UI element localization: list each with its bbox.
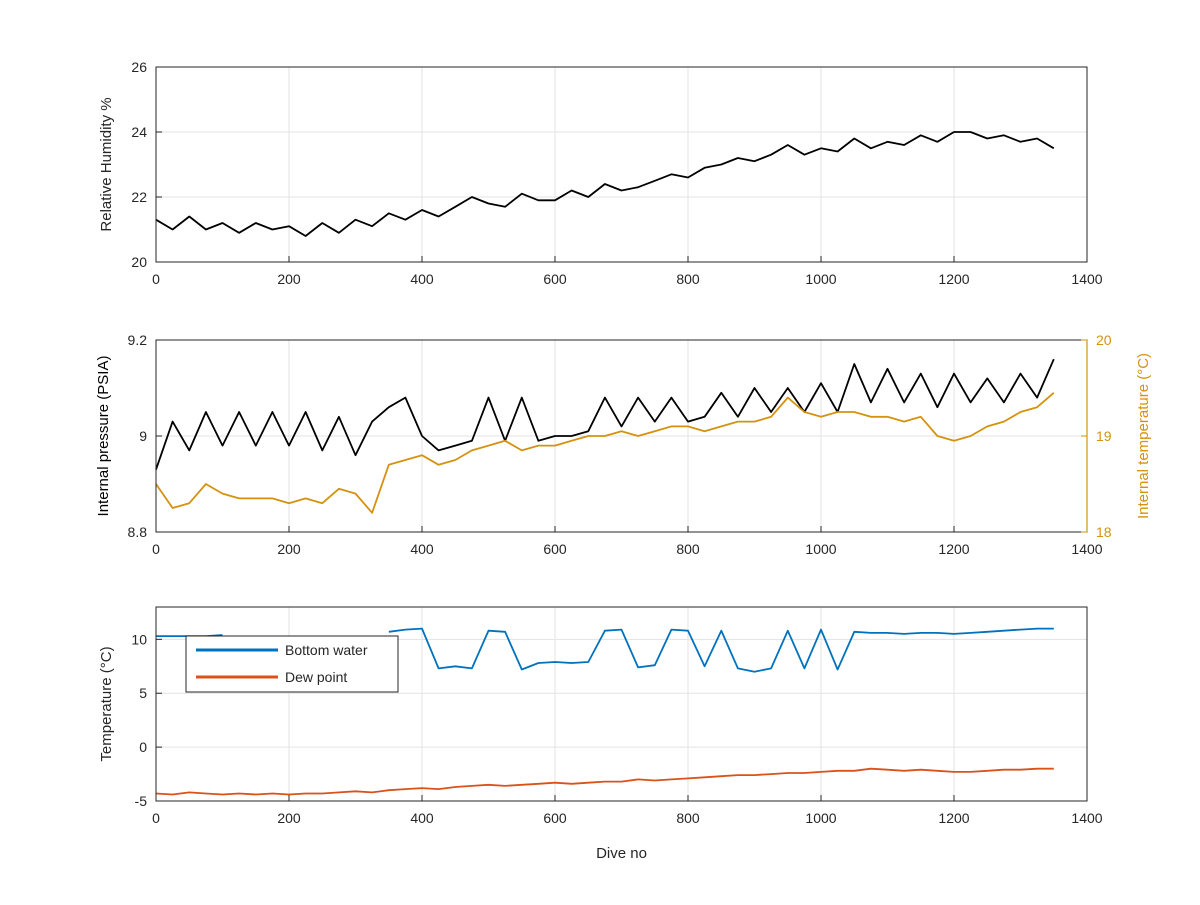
x-tick-label: 800 bbox=[676, 810, 700, 826]
subplot-1: 0 200 400 600 800 1000 1200 1400 20 22 24 26 Relativ… bbox=[98, 59, 1103, 287]
axes-frame bbox=[155, 606, 1088, 802]
x-tick-label: 400 bbox=[410, 271, 434, 287]
y-right-axis-label: Internal temperature (°C) bbox=[1135, 353, 1152, 519]
y-axis-label: Relative Humidity % bbox=[98, 97, 115, 231]
y-right-tick-label: 20 bbox=[1096, 332, 1112, 348]
x-tick-label: 1000 bbox=[805, 541, 836, 557]
y-tick-label: 22 bbox=[131, 189, 147, 205]
x-tick-label: 1200 bbox=[938, 810, 969, 826]
y-axis-label: Temperature (°C) bbox=[98, 646, 115, 761]
y-tick-label: 5 bbox=[139, 685, 147, 701]
axes-frame bbox=[155, 66, 1088, 263]
x-tick-label: 600 bbox=[543, 810, 567, 826]
y-tick-label: 8.8 bbox=[128, 524, 148, 540]
x-tick-label: 1200 bbox=[938, 541, 969, 557]
series-line-dew-point bbox=[155, 767, 1054, 796]
x-tick-label: 0 bbox=[152, 541, 160, 557]
subplot-3: 0 200 400 600 800 1000 1200 1400-50510Temperatu… bbox=[98, 606, 1103, 862]
legend-box bbox=[185, 635, 399, 693]
x-tick-label: 1400 bbox=[1071, 271, 1102, 287]
subplot-2: 0 200 400 600 800 1000 1200 1400 8.8 9 9.2 Internal… bbox=[95, 332, 1152, 557]
x-tick-label: 200 bbox=[277, 271, 301, 287]
x-tick-label: 200 bbox=[277, 541, 301, 557]
legend-label: Bottom water bbox=[285, 642, 368, 658]
y-tick-label: -5 bbox=[135, 793, 148, 809]
legend: Bottom water Dew point bbox=[185, 635, 399, 693]
y-tick-label: 9 bbox=[139, 428, 147, 444]
x-tick-label: 600 bbox=[543, 271, 567, 287]
x-axis-label: Dive no bbox=[596, 845, 647, 862]
y-tick-label: 26 bbox=[131, 59, 147, 75]
y-right-tick-label: 19 bbox=[1096, 428, 1112, 444]
x-tick-label: 1400 bbox=[1071, 541, 1102, 557]
y-tick-label: 24 bbox=[131, 124, 147, 140]
series-line-relative-humidity bbox=[155, 131, 1055, 237]
y-tick-label: 10 bbox=[131, 631, 147, 647]
x-tick-label: 800 bbox=[676, 541, 700, 557]
y-right-tick-label: 18 bbox=[1096, 524, 1112, 540]
x-tick-label: 1000 bbox=[805, 810, 836, 826]
x-tick-label: 400 bbox=[410, 541, 434, 557]
y-tick-label: 20 bbox=[131, 254, 147, 270]
x-tick-label: 0 bbox=[152, 271, 160, 287]
y-tick-label: 9.2 bbox=[128, 332, 148, 348]
x-tick-label: 1000 bbox=[805, 271, 836, 287]
x-tick-label: 400 bbox=[410, 810, 434, 826]
series-line-internal-pressure bbox=[155, 358, 1055, 470]
x-tick-label: 800 bbox=[676, 271, 700, 287]
x-tick-label: 1400 bbox=[1071, 810, 1102, 826]
x-tick-label: 600 bbox=[543, 541, 567, 557]
x-tick-label: 1200 bbox=[938, 271, 969, 287]
x-tick-label: 0 bbox=[152, 810, 160, 826]
plot-area bbox=[156, 67, 1087, 262]
x-tick-label: 200 bbox=[277, 810, 301, 826]
y-tick-label: 0 bbox=[139, 739, 147, 755]
y-axis-label: Internal pressure (PSIA) bbox=[95, 356, 112, 517]
legend-label: Dew point bbox=[285, 669, 347, 685]
series-line-internal-temperature bbox=[155, 392, 1055, 514]
